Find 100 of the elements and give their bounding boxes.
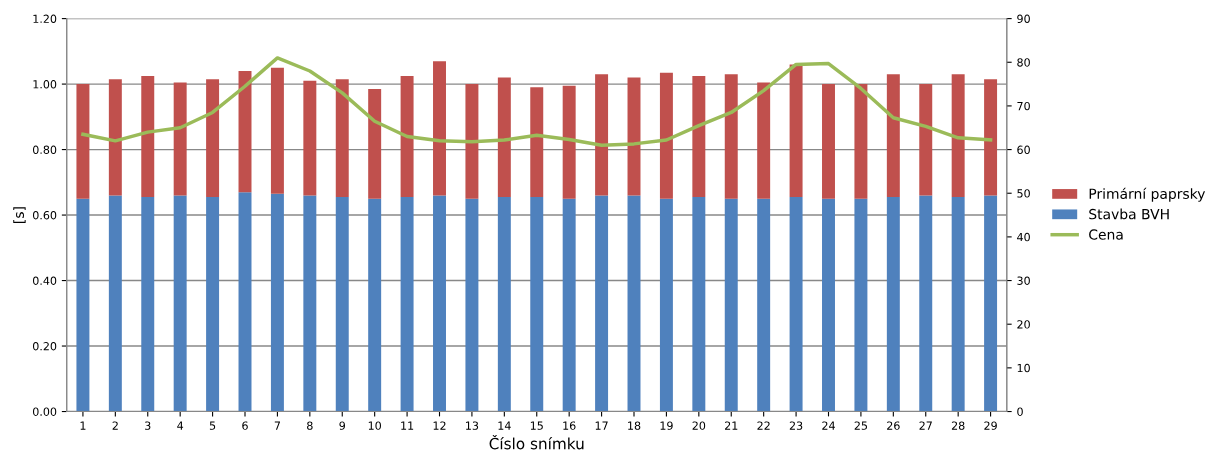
x-tick-label: 25 [854, 421, 868, 430]
y2-tick-label: 0 [1017, 407, 1023, 416]
x-tick-label: 15 [530, 421, 543, 430]
legend-label: Stavba BVH [1089, 208, 1169, 220]
bar [692, 75, 706, 198]
bar [173, 195, 187, 412]
x-tick-label: 20 [692, 421, 706, 430]
y2-tick-label: 90 [1017, 14, 1030, 23]
bar [822, 198, 835, 412]
x-tick-label: 16 [563, 421, 576, 430]
bar [141, 197, 155, 412]
x-tick-label: 19 [660, 421, 673, 430]
x-tick-label: 11 [401, 421, 414, 430]
bar [951, 197, 965, 412]
bar [270, 67, 284, 194]
bar [465, 198, 479, 412]
bar [368, 89, 382, 199]
bar [886, 74, 900, 198]
bar [984, 195, 998, 412]
bar [368, 198, 382, 412]
bar [984, 79, 998, 196]
y2-tick-label: 70 [1017, 101, 1030, 111]
bar [822, 84, 835, 199]
x-tick-label: 14 [498, 421, 511, 430]
x-tick-label: 17 [595, 421, 608, 430]
x-tick-label: 29 [984, 421, 997, 430]
bar [141, 75, 155, 198]
line-series [81, 56, 993, 147]
x-tick-label: 7 [274, 421, 281, 430]
y2-tick-label: 30 [1017, 276, 1030, 285]
x-axis-title: Číslo snímku [489, 435, 584, 450]
bar [951, 74, 965, 198]
bar [530, 87, 544, 198]
bar [335, 197, 349, 412]
bar [919, 84, 933, 196]
y-tick-label: 0.80 [32, 145, 57, 154]
y2-tick-label: 50 [1017, 189, 1030, 198]
bar [919, 195, 933, 412]
bar [108, 195, 122, 412]
x-tick-label: 8 [307, 421, 313, 430]
x-tick-label: 10 [368, 421, 381, 430]
bar [789, 64, 803, 198]
y2-tick-label: 10 [1017, 363, 1030, 373]
bar [595, 195, 609, 412]
y-tick-label: 0.40 [32, 276, 57, 285]
bar [854, 198, 868, 412]
bar [757, 198, 771, 412]
bar [692, 197, 706, 412]
bar [433, 61, 446, 196]
y2-tick-label: 20 [1017, 320, 1030, 329]
bar [206, 197, 220, 412]
bar [400, 197, 414, 412]
x-tick-label: 3 [145, 421, 151, 430]
bar [270, 193, 284, 412]
bar [659, 72, 673, 199]
legend-label: Primární paprsky [1089, 187, 1206, 202]
x-tick-label: 24 [822, 421, 835, 430]
bar [303, 195, 317, 412]
bar [108, 79, 122, 196]
x-tick-label: 22 [757, 421, 770, 430]
y-axis-title: [s] [13, 207, 26, 223]
bar [562, 198, 576, 412]
bar [659, 198, 673, 412]
bar [497, 77, 511, 198]
bar [595, 74, 609, 196]
bar [627, 195, 641, 412]
bar [400, 75, 414, 198]
y-tick-label: 1.20 [33, 14, 57, 23]
x-tick-label: 13 [466, 421, 479, 430]
x-tick-label: 4 [177, 421, 184, 430]
x-tick-label: 12 [433, 421, 446, 430]
bar [530, 197, 544, 412]
bar [886, 197, 900, 412]
y2-tick-label: 40 [1017, 232, 1030, 242]
x-tick-label: 1 [80, 421, 86, 430]
bar [757, 82, 771, 199]
legend-label: Cena [1089, 229, 1123, 240]
x-tick-label: 9 [339, 421, 346, 430]
y-tick-label: 0.60 [32, 211, 57, 220]
x-tick-label: 28 [951, 421, 965, 430]
x-tick-label: 26 [887, 421, 900, 430]
bar [206, 79, 220, 198]
x-tick-label: 5 [209, 421, 216, 430]
y-tick-label: 0.20 [32, 342, 57, 351]
bar [76, 198, 90, 412]
bar [562, 85, 576, 199]
bar [789, 197, 803, 412]
bar [854, 84, 868, 199]
bar [465, 84, 479, 199]
bar [433, 195, 446, 412]
bar [76, 84, 90, 199]
x-tick-label: 6 [242, 421, 248, 430]
x-tick-label: 21 [725, 421, 738, 430]
y2-tick-label: 60 [1017, 145, 1030, 154]
y-tick-label: 0.00 [32, 407, 57, 416]
y2-tick-label: 80 [1017, 58, 1030, 67]
bar [335, 79, 349, 198]
y-tick-label: 1.00 [33, 80, 57, 89]
x-tick-label: 18 [628, 421, 641, 430]
bar [497, 197, 511, 412]
